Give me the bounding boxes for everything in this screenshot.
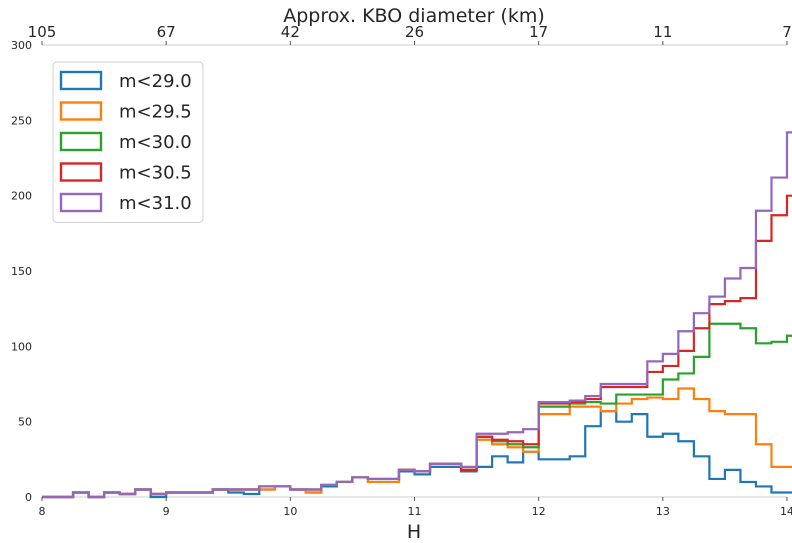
x-tick-label: 8 <box>39 505 46 518</box>
top-tick-label: 67 <box>157 23 176 41</box>
legend-label: m<29.5 <box>119 102 192 123</box>
legend-swatch <box>59 162 103 182</box>
x-tick-label: 10 <box>283 505 297 518</box>
x-tick-label: 14 <box>780 505 792 518</box>
legend-label: m<30.0 <box>119 132 192 153</box>
legend-swatch <box>59 101 103 121</box>
legend-label: m<31.0 <box>119 193 192 214</box>
legend-swatch <box>59 192 103 213</box>
y-tick-label: 250 <box>11 114 32 127</box>
series-step-line <box>42 131 792 499</box>
top-tick-label: 17 <box>529 23 548 41</box>
legend-label: m<30.5 <box>119 163 192 184</box>
top-tick-label: 7 <box>782 23 792 41</box>
y-tick-label: 200 <box>11 190 32 203</box>
series-step-line <box>42 387 792 499</box>
x-tick-label: 11 <box>408 505 422 518</box>
legend-swatch <box>59 70 103 91</box>
series-step-line <box>42 194 792 499</box>
top-axis-title: Approx. KBO diameter (km) <box>283 5 545 27</box>
legend-label: m<29.0 <box>119 71 192 92</box>
x-tick-label: 12 <box>532 505 546 518</box>
legend: m<29.0 m<29.5 m<30.0 m<30.5 m<31.0 <box>52 61 204 223</box>
top-tick-label: 105 <box>28 23 57 41</box>
legend-swatch <box>59 131 103 152</box>
y-tick-label: 300 <box>11 39 32 52</box>
x-tick-label: 9 <box>163 505 170 518</box>
series-step-line <box>42 410 792 499</box>
x-axis-title: H <box>407 521 421 543</box>
series-layer <box>42 131 792 499</box>
top-tick-label: 26 <box>405 23 424 41</box>
x-tick-label: 13 <box>656 505 670 518</box>
y-tick-label: 150 <box>11 265 32 278</box>
y-tick-label: 100 <box>11 340 32 353</box>
top-tick-label: 42 <box>281 23 300 41</box>
y-tick-label: 0 <box>25 491 32 504</box>
top-tick-label: 11 <box>653 23 672 41</box>
y-tick-label: 50 <box>18 416 32 429</box>
